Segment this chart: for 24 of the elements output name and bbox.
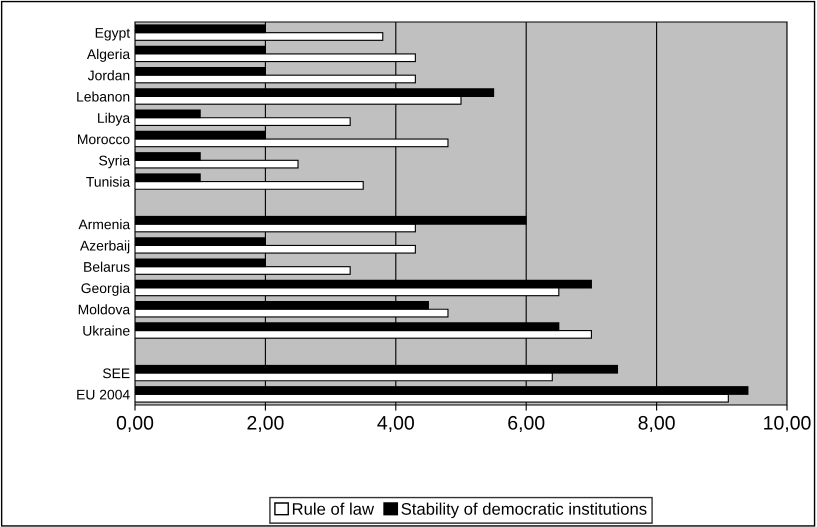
x-tick-label: 8,00	[638, 416, 675, 432]
y-tick-label: Jordan	[88, 70, 130, 80]
y-tick-label: Armenia	[78, 219, 130, 230]
legend-label: Rule of law	[292, 502, 374, 515]
y-tick-label: Azerbaij	[80, 240, 130, 254]
x-tick-label: 0,00	[116, 416, 154, 432]
y-tick-label: SEE	[102, 368, 130, 378]
y-tick-label: Morocco	[78, 134, 130, 144]
y-tick-label: Belarus	[84, 262, 130, 272]
y-tick-label: Egypt	[96, 28, 130, 41]
x-tick-label: 2,00	[247, 416, 284, 432]
y-tick-label: Libya	[98, 112, 130, 126]
y-tick-label: Ukraine	[83, 325, 130, 336]
y-tick-label: Syria	[99, 155, 130, 168]
x-tick-label: 6,00	[508, 416, 544, 432]
y-tick-label: Tunisia	[86, 176, 130, 187]
y-tick-label: Lebanon	[77, 91, 130, 102]
x-tick-label: 4,00	[377, 416, 414, 432]
y-tick-label: EU 2004	[77, 390, 130, 400]
legend-label: Stability of democratic institutions	[401, 502, 646, 518]
y-tick-label: Georgia	[81, 282, 130, 296]
x-tick-label: 10,00	[764, 416, 811, 432]
y-tick-label: Moldova	[78, 304, 130, 314]
y-tick-label: Algeria	[86, 48, 130, 62]
